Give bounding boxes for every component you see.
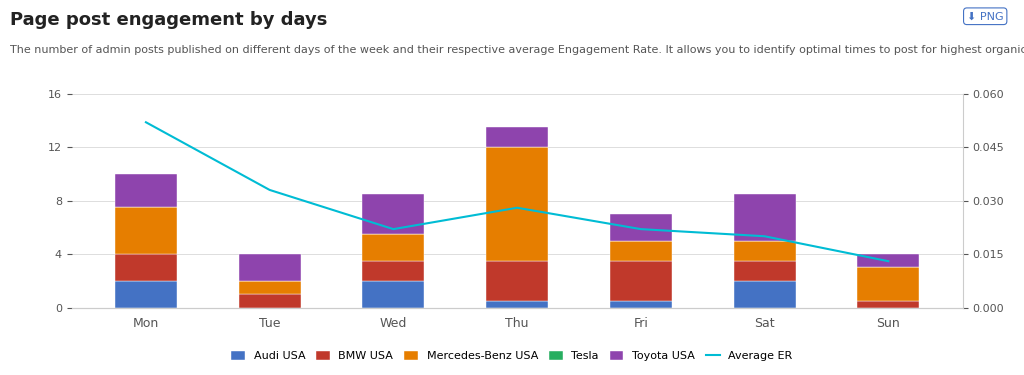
Bar [610,241,672,261]
Bar [857,254,920,267]
Bar [610,261,672,301]
Bar [733,194,796,241]
Bar [486,147,548,261]
Bar [486,127,548,147]
Legend: Audi USA, BMW USA, Mercedes-Benz USA, Tesla, Toyota USA, Average ER: Audi USA, BMW USA, Mercedes-Benz USA, Te… [227,347,797,366]
Text: Page post engagement by days: Page post engagement by days [10,11,328,29]
Bar [733,281,796,308]
Bar [857,301,920,307]
Bar [733,261,796,281]
Bar [362,281,424,308]
Bar [115,174,177,207]
Bar [610,301,672,307]
Text: The number of admin posts published on different days of the week and their resp: The number of admin posts published on d… [10,45,1024,55]
Bar [239,294,301,307]
Text: ⬇ PNG: ⬇ PNG [967,11,1004,21]
Bar [857,267,920,301]
Bar [486,261,548,301]
Bar [115,281,177,308]
Bar [362,261,424,281]
Bar [239,254,301,281]
Bar [362,234,424,261]
Bar [362,194,424,234]
Bar [486,301,548,307]
Bar [610,214,672,241]
Bar [115,207,177,254]
Bar [239,281,301,294]
Bar [733,241,796,261]
Bar [115,254,177,281]
